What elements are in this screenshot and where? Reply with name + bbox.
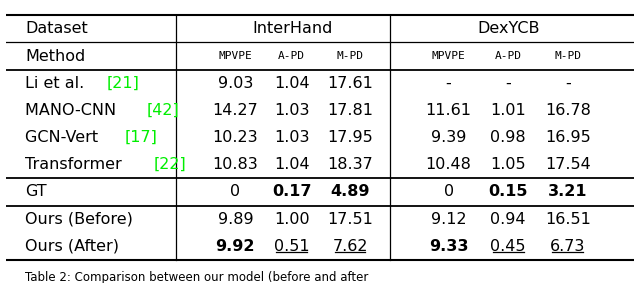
Text: M-PD: M-PD: [337, 51, 364, 61]
Text: [21]: [21]: [107, 76, 140, 91]
Text: [22]: [22]: [154, 157, 187, 172]
Text: 17.81: 17.81: [327, 103, 373, 118]
Text: GCN-Vert: GCN-Vert: [25, 130, 104, 145]
Text: 7.62: 7.62: [332, 239, 368, 254]
Text: 17.61: 17.61: [327, 76, 373, 91]
Text: 9.92: 9.92: [216, 239, 255, 254]
Text: 0.17: 0.17: [272, 185, 312, 200]
Text: [42]: [42]: [147, 103, 180, 118]
Text: 1.03: 1.03: [274, 130, 310, 145]
Text: 0: 0: [230, 185, 241, 200]
Text: MPVPE: MPVPE: [218, 51, 252, 61]
Text: 9.89: 9.89: [218, 212, 253, 227]
Text: M-PD: M-PD: [554, 51, 581, 61]
Text: 17.95: 17.95: [327, 130, 373, 145]
Text: 1.03: 1.03: [274, 103, 310, 118]
Text: 6.73: 6.73: [550, 239, 586, 254]
Text: 9.12: 9.12: [431, 212, 467, 227]
Text: 9.39: 9.39: [431, 130, 467, 145]
Text: 16.78: 16.78: [545, 103, 591, 118]
Text: 18.37: 18.37: [327, 157, 373, 172]
Text: Ours (After): Ours (After): [25, 239, 119, 254]
Text: Li et al.: Li et al.: [25, 76, 90, 91]
Text: Table 2: Comparison between our model (before and after: Table 2: Comparison between our model (b…: [25, 271, 369, 283]
Text: 1.04: 1.04: [274, 157, 310, 172]
Text: DexYCB: DexYCB: [477, 22, 540, 37]
Text: 4.89: 4.89: [330, 185, 370, 200]
Text: 10.83: 10.83: [212, 157, 258, 172]
Text: InterHand: InterHand: [253, 22, 333, 37]
Text: Transformer: Transformer: [25, 157, 127, 172]
Text: -: -: [445, 76, 451, 91]
Text: MPVPE: MPVPE: [432, 51, 465, 61]
Text: 1.01: 1.01: [490, 103, 526, 118]
Text: 16.95: 16.95: [545, 130, 591, 145]
Text: GT: GT: [25, 185, 47, 200]
Text: A-PD: A-PD: [278, 51, 305, 61]
Text: -: -: [565, 76, 571, 91]
Text: 1.04: 1.04: [274, 76, 310, 91]
Text: 0.94: 0.94: [490, 212, 526, 227]
Text: [17]: [17]: [124, 130, 157, 145]
Text: 9.33: 9.33: [429, 239, 468, 254]
Text: 10.48: 10.48: [426, 157, 472, 172]
Text: 10.23: 10.23: [212, 130, 258, 145]
Text: A-PD: A-PD: [495, 51, 522, 61]
Text: 17.54: 17.54: [545, 157, 591, 172]
Text: 0.98: 0.98: [490, 130, 526, 145]
Text: 0.51: 0.51: [274, 239, 310, 254]
Text: Dataset: Dataset: [25, 22, 88, 37]
Text: 0.45: 0.45: [490, 239, 526, 254]
Text: 14.27: 14.27: [212, 103, 258, 118]
Text: 9.03: 9.03: [218, 76, 253, 91]
Text: Ours (Before): Ours (Before): [25, 212, 133, 227]
Text: 0: 0: [444, 185, 454, 200]
Text: 1.05: 1.05: [490, 157, 526, 172]
Text: MANO-CNN: MANO-CNN: [25, 103, 122, 118]
Text: 0.15: 0.15: [488, 185, 528, 200]
Text: Method: Method: [25, 49, 86, 64]
Text: 11.61: 11.61: [426, 103, 472, 118]
Text: 16.51: 16.51: [545, 212, 591, 227]
Text: -: -: [506, 76, 511, 91]
Text: 3.21: 3.21: [548, 185, 588, 200]
Text: 1.00: 1.00: [274, 212, 310, 227]
Text: 17.51: 17.51: [327, 212, 373, 227]
